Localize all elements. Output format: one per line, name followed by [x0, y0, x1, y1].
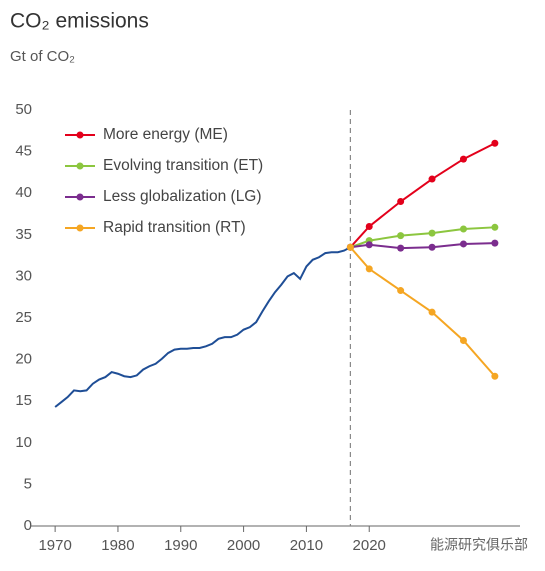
y-tick-label: 15 [15, 392, 32, 409]
x-tick-label: 2010 [290, 537, 323, 554]
point [428, 308, 436, 316]
chart-subtitle: Gt of CO₂ [10, 48, 75, 65]
point [397, 244, 405, 252]
series-line [349, 246, 496, 377]
point [428, 229, 436, 237]
y-tick-label: 25 [15, 309, 32, 326]
x-tick-label: 1980 [101, 537, 134, 554]
x-tick-label: 1970 [38, 537, 71, 554]
y-tick-label: 40 [15, 184, 32, 201]
y-tick-label: 30 [15, 267, 32, 284]
legend-dot [76, 162, 84, 170]
x-tick-label: 1990 [164, 537, 197, 554]
legend-dot [76, 131, 84, 139]
point [365, 222, 373, 230]
point [459, 155, 467, 163]
point [491, 223, 499, 231]
legend-label: Rapid transition (RT) [103, 219, 246, 236]
x-tick-label: 2020 [353, 537, 386, 554]
series-line [349, 142, 496, 248]
point [397, 287, 405, 295]
legend-label: Less globalization (LG) [103, 188, 262, 205]
series-line [54, 246, 351, 408]
y-tick-label: 0 [24, 517, 32, 534]
y-tick-label: 45 [15, 143, 32, 160]
point [365, 241, 373, 249]
point [491, 372, 499, 380]
x-tick-label: 2000 [227, 537, 260, 554]
y-tick-label: 10 [15, 434, 32, 451]
point [459, 225, 467, 233]
y-tick-label: 5 [24, 475, 32, 492]
legend-dot [76, 193, 84, 201]
point [365, 265, 373, 273]
point [428, 175, 436, 183]
legend-label: Evolving transition (ET) [103, 157, 263, 174]
y-tick-label: 20 [15, 351, 32, 368]
point [346, 243, 354, 251]
point [491, 239, 499, 247]
point [459, 336, 467, 344]
chart-title: CO₂ emissions [10, 10, 149, 33]
y-tick-label: 50 [15, 101, 32, 118]
point [397, 198, 405, 206]
point [491, 139, 499, 147]
point [397, 232, 405, 240]
legend-label: More energy (ME) [103, 126, 228, 143]
point [459, 240, 467, 248]
y-tick-label: 35 [15, 226, 32, 243]
legend-dot [76, 224, 84, 232]
point [428, 243, 436, 251]
watermark: 能源研究俱乐部 [430, 537, 528, 553]
